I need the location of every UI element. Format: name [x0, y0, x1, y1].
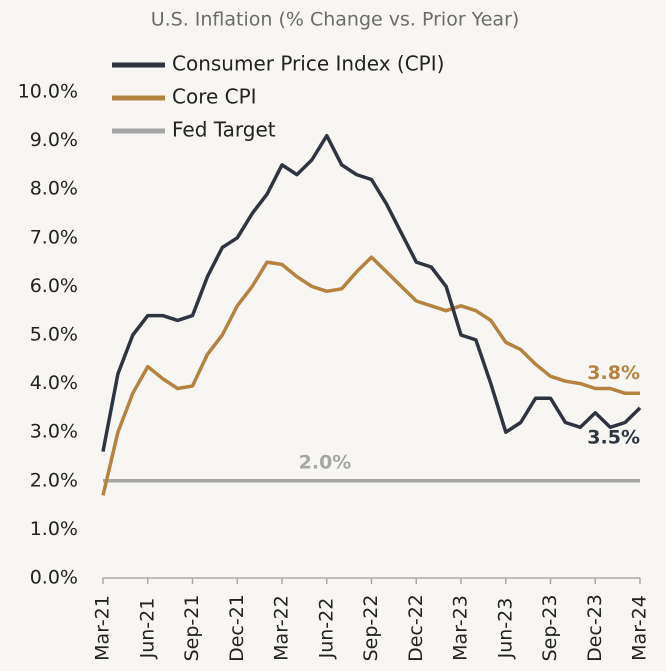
x-tick-label: Sep-23 — [539, 595, 561, 662]
x-tick-label: Dec-22 — [405, 594, 427, 662]
annotation: 3.5% — [587, 426, 640, 448]
y-tick-label: 5.0% — [30, 324, 78, 346]
y-tick-label: 6.0% — [30, 275, 78, 297]
annotation: 2.0% — [299, 451, 352, 473]
x-tick-label: Mar-21 — [92, 595, 114, 661]
x-tick-label: Jun-23 — [494, 598, 516, 660]
legend-label: Consumer Price Index (CPI) — [172, 52, 444, 76]
legend-label: Core CPI — [172, 85, 257, 109]
y-tick-label: 9.0% — [30, 129, 78, 151]
series-line — [101, 133, 642, 452]
y-tick-label: 8.0% — [30, 178, 78, 200]
y-tick-label: 7.0% — [30, 226, 78, 248]
x-tick-label: Sep-21 — [181, 595, 203, 662]
x-tick-label: Mar-24 — [629, 595, 651, 661]
x-tick-label: Dec-21 — [226, 594, 248, 662]
y-tick-label: 3.0% — [30, 421, 78, 443]
x-tick-label: Dec-23 — [584, 594, 606, 662]
chart-title: U.S. Inflation (% Change vs. Prior Year) — [151, 9, 520, 31]
x-tick-label: Mar-23 — [450, 595, 472, 661]
y-tick-label: 1.0% — [30, 518, 78, 540]
series-line — [101, 255, 640, 496]
x-tick-label: Sep-22 — [360, 595, 382, 662]
annotation: 3.8% — [587, 362, 640, 384]
y-tick-label: 4.0% — [30, 372, 78, 394]
y-tick-label: 10.0% — [18, 81, 78, 103]
x-tick-label: Jun-21 — [136, 598, 158, 660]
x-tick-label: Mar-22 — [271, 595, 293, 661]
y-tick-label: 0.0% — [30, 567, 78, 589]
legend-label: Fed Target — [172, 118, 276, 142]
x-tick-label: Jun-22 — [315, 598, 337, 660]
y-tick-label: 2.0% — [30, 469, 78, 491]
